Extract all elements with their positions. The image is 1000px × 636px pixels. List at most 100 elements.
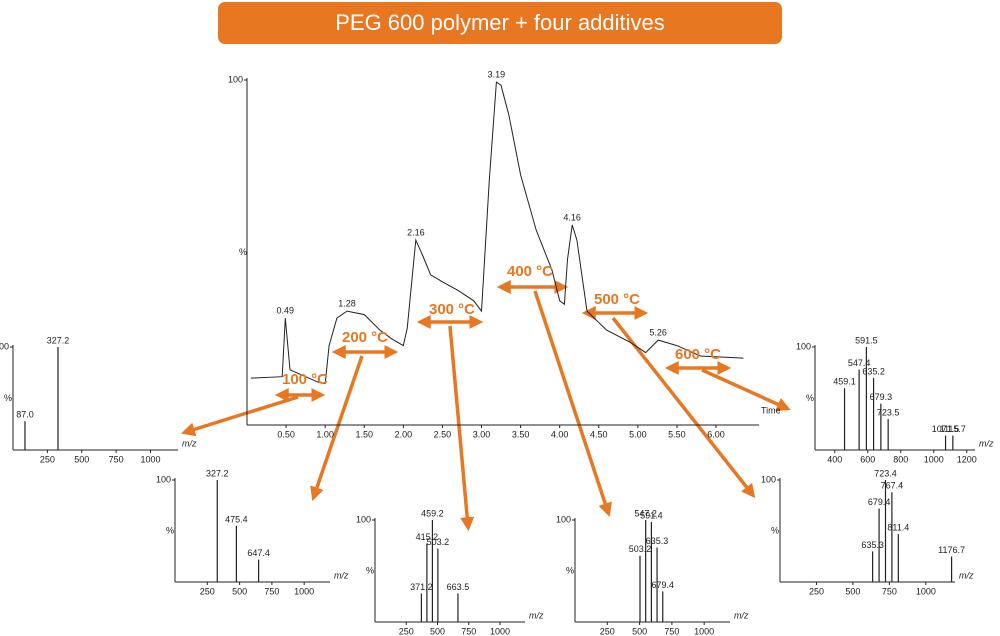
- x-tick-label: 1000: [924, 454, 944, 464]
- peak-label: 1176.7: [938, 545, 965, 555]
- temperature-label: 400 °C: [507, 263, 553, 280]
- x-tick-label: 250: [399, 626, 414, 636]
- x-tick-label: 500: [74, 454, 89, 464]
- y-tick-label: 100: [796, 341, 811, 351]
- x-tick-label: 1000: [140, 454, 160, 464]
- y-axis-label: %: [166, 525, 174, 535]
- peak-label: 635.3: [646, 536, 669, 546]
- x-tick-label: 3.50: [512, 429, 530, 439]
- temperature-label: 300 °C: [429, 301, 475, 318]
- peak-label: 723.4: [874, 468, 897, 478]
- peak-label: 459.2: [421, 508, 444, 518]
- title-banner: [218, 2, 782, 44]
- peak-label: 503.2: [427, 537, 450, 547]
- x-tick-label: 500: [430, 626, 445, 636]
- x-axis-label: m/z: [734, 610, 749, 620]
- x-tick-label: 5.50: [668, 429, 686, 439]
- peak-label: 1.28: [338, 299, 356, 309]
- x-tick-label: 1.00: [316, 429, 334, 439]
- x-tick-label: 400: [827, 454, 842, 464]
- x-tick-label: 1200: [957, 454, 977, 464]
- x-axis-label: Time: [761, 405, 781, 415]
- peak-label: 679.3: [870, 392, 893, 402]
- x-tick-label: 250: [809, 586, 824, 596]
- x-tick-label: 1000: [490, 626, 510, 636]
- x-tick-label: 800: [893, 454, 908, 464]
- peak-label: 647.4: [247, 548, 270, 558]
- x-tick-label: 4.00: [551, 429, 569, 439]
- temperature-label: 200 °C: [342, 329, 388, 346]
- x-tick-label: 5.00: [629, 429, 647, 439]
- y-tick-label: 100: [156, 474, 171, 484]
- x-tick-label: 500: [632, 626, 647, 636]
- x-axis-label: m/z: [334, 570, 349, 580]
- x-tick-label: 250: [40, 454, 55, 464]
- peak-label: 679.4: [651, 580, 674, 590]
- x-tick-label: 1000: [916, 586, 936, 596]
- temperature-label: 600 °C: [675, 346, 721, 363]
- y-tick-label: 100: [228, 74, 243, 84]
- y-tick-label: 100: [0, 341, 9, 351]
- x-tick-label: 1000: [694, 626, 714, 636]
- peak-label: 591.4: [640, 510, 663, 520]
- peak-label: 3.19: [488, 69, 506, 79]
- peak-label: 723.5: [877, 407, 900, 417]
- peak-label: 635.2: [862, 366, 885, 376]
- peak-label: 1115.7: [940, 424, 966, 434]
- x-axis-label: m/z: [182, 438, 197, 448]
- peak-label: 663.5: [447, 582, 470, 592]
- peak-label: 87.0: [16, 410, 34, 420]
- y-tick-label: 100: [356, 514, 371, 524]
- y-axis-label: %: [239, 247, 247, 257]
- peak-label: 5.26: [649, 328, 667, 338]
- peak-label: 475.4: [225, 514, 248, 524]
- x-tick-label: 750: [264, 586, 279, 596]
- peak-label: 767.4: [881, 481, 904, 491]
- y-axis-label: %: [4, 393, 12, 403]
- y-axis-label: %: [366, 565, 374, 575]
- peak-label: 547.4: [848, 358, 871, 368]
- peak-label: 0.49: [277, 305, 295, 315]
- y-tick-label: 100: [556, 514, 571, 524]
- temperature-label: 500 °C: [594, 291, 640, 308]
- y-axis-label: %: [806, 393, 814, 403]
- y-axis-label: %: [566, 565, 574, 575]
- x-tick-label: 6.00: [707, 429, 725, 439]
- x-tick-label: 750: [109, 454, 124, 464]
- x-tick-label: 4.50: [590, 429, 608, 439]
- x-tick-label: 250: [600, 626, 615, 636]
- peak-label: 459.1: [833, 377, 856, 387]
- trace: [250, 81, 744, 385]
- arrows: [180, 280, 791, 532]
- temperature-label: 100 °C: [282, 371, 328, 388]
- x-tick-label: 500: [845, 586, 860, 596]
- x-tick-label: 2.00: [395, 429, 413, 439]
- x-tick-label: 750: [461, 626, 476, 636]
- peak-label: 415.2: [416, 532, 439, 542]
- peak-label: 635.3: [861, 540, 884, 550]
- chart-title: PEG 600 polymer + four additives: [335, 10, 665, 35]
- y-tick-label: 100: [761, 474, 776, 484]
- peak-label: 2.16: [407, 227, 425, 237]
- x-axis-label: m/z: [529, 610, 544, 620]
- peak-label: 327.2: [206, 468, 229, 478]
- x-tick-label: 2.50: [434, 429, 452, 439]
- x-tick-label: 600: [860, 454, 875, 464]
- x-axis-label: m/z: [959, 570, 974, 580]
- peak-label: 811.4: [887, 522, 909, 532]
- x-axis-label: m/z: [979, 438, 994, 448]
- peak-label: 1071.5: [932, 424, 960, 434]
- peak-label: 327.2: [47, 335, 70, 345]
- peak-label: 4.16: [563, 212, 581, 222]
- peak-label: 503.2: [629, 544, 652, 554]
- x-tick-label: 3.00: [473, 429, 491, 439]
- peak-label: 679.4: [868, 497, 891, 507]
- x-tick-label: 250: [200, 586, 215, 596]
- peak-label: 547.2: [634, 508, 657, 518]
- x-tick-label: 750: [664, 626, 679, 636]
- x-tick-label: 1.50: [355, 429, 373, 439]
- x-tick-label: 500: [232, 586, 247, 596]
- y-axis-label: %: [771, 525, 779, 535]
- peak-label: 371.2: [410, 582, 433, 592]
